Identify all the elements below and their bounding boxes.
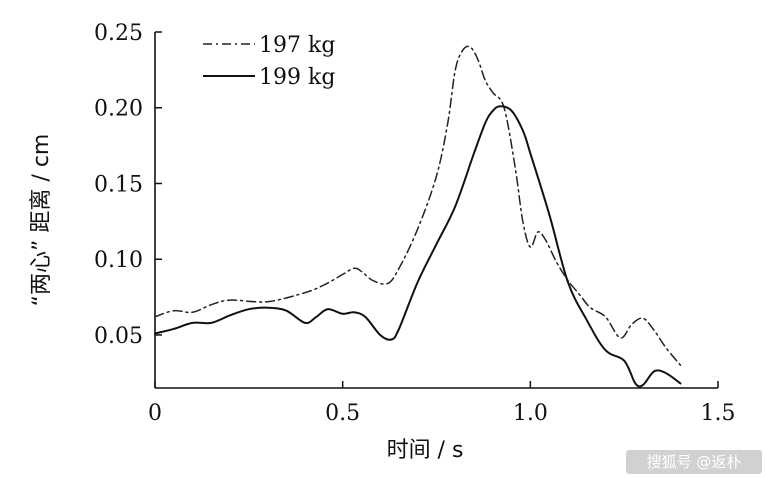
y-ticks: 0.05 0.10 0.15 0.20 0.25 (94, 21, 162, 349)
legend-item: 199 kg (203, 65, 335, 90)
legend-label: 199 kg (259, 65, 335, 90)
watermark-background (626, 450, 762, 474)
y-tick-label: 0.05 (94, 324, 143, 349)
legend-item: 197 kg (203, 33, 335, 58)
series-layer (154, 45, 682, 388)
y-axis-title: “两心” 距离 / cm (29, 134, 54, 307)
watermark-text: 搜狐号 @返朴 (647, 453, 742, 471)
x-tick-label: 0.5 (325, 401, 360, 426)
y-tick-label: 0.20 (94, 97, 143, 122)
series-line-1 (154, 45, 682, 367)
x-ticks: 0 0.5 1.0 1.5 (148, 381, 736, 426)
legend-label: 197 kg (259, 33, 335, 58)
chart-axes (154, 32, 718, 389)
x-tick-label: 1.5 (701, 401, 736, 426)
watermark: 搜狐号 @返朴 (626, 450, 762, 474)
x-axis-title: 时间 / s (387, 438, 464, 463)
y-tick-label: 0.25 (94, 21, 143, 46)
y-tick-label: 0.15 (94, 172, 143, 197)
series-line-2 (154, 105, 682, 388)
y-tick-label: 0.10 (94, 248, 143, 273)
chart-legend: 197 kg 199 kg (203, 33, 335, 90)
x-tick-label: 0 (148, 401, 162, 426)
x-tick-label: 1.0 (513, 401, 548, 426)
